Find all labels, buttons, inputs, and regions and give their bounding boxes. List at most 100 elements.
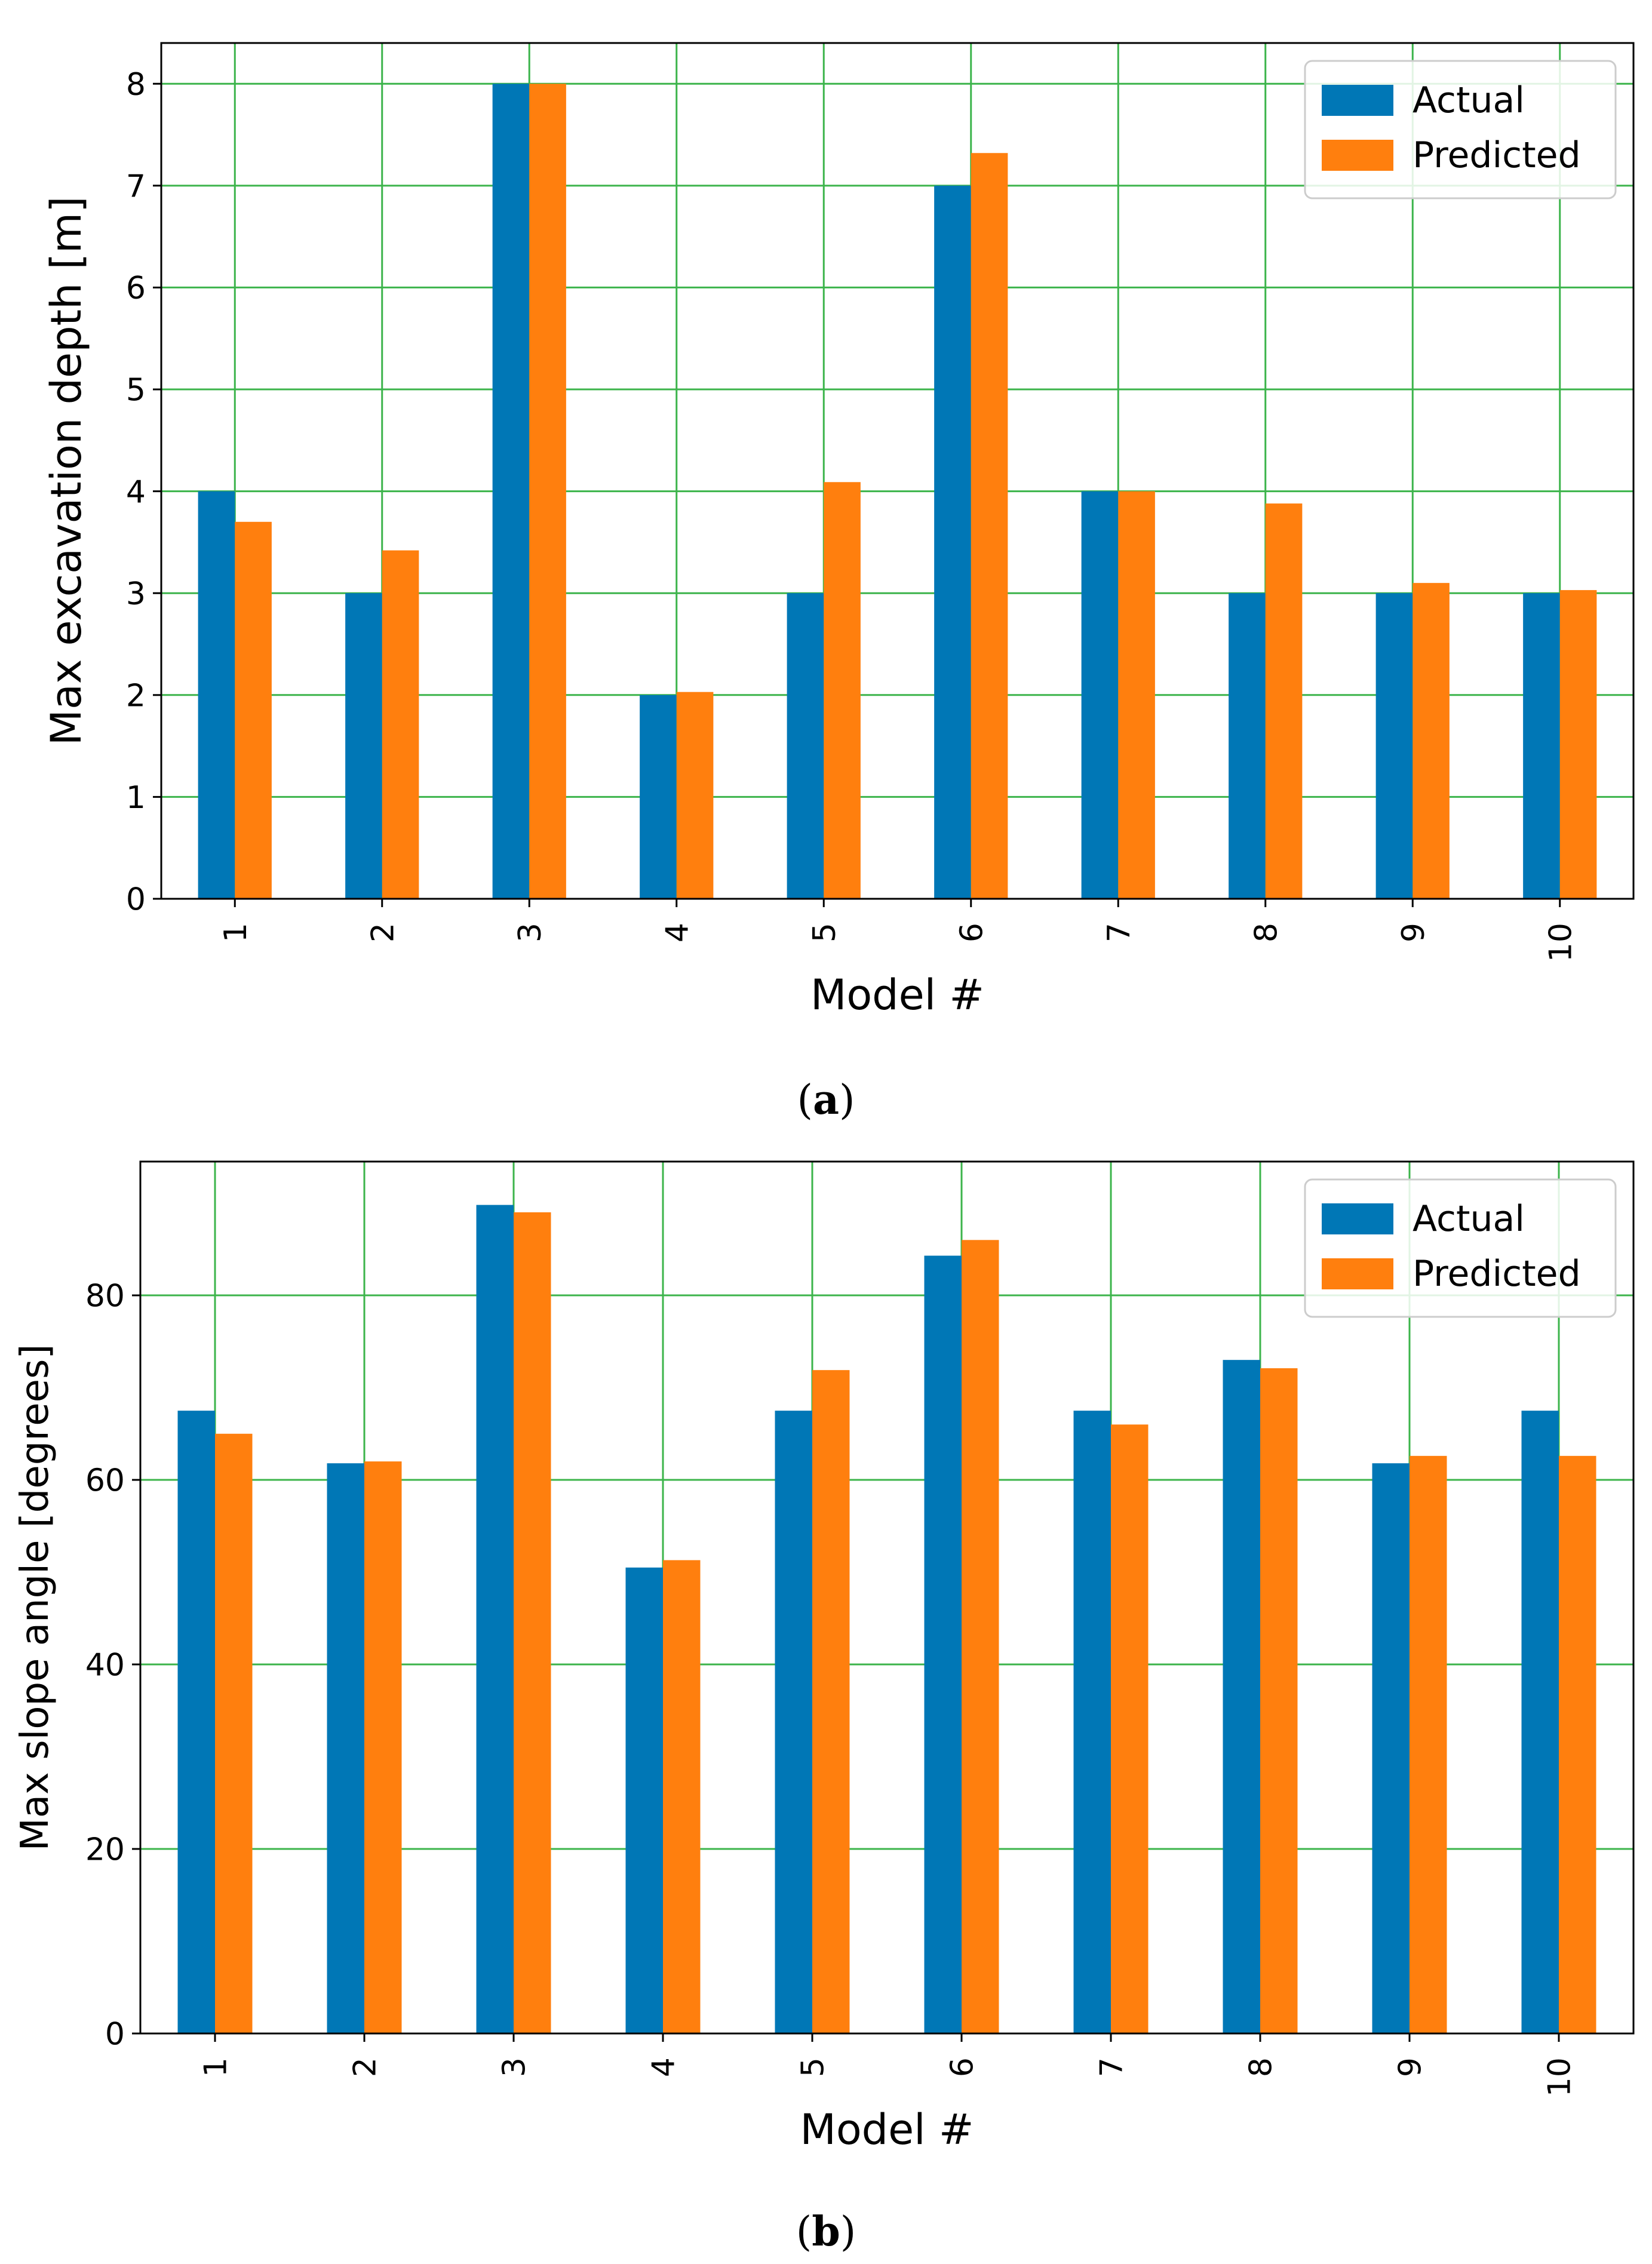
bars-b [177, 1205, 1596, 2033]
x-tick-label: 4 [646, 2057, 682, 2077]
legend-swatch-actual [1322, 1203, 1393, 1234]
bar-actual-6 [934, 185, 971, 899]
bars-a [198, 84, 1597, 899]
bar-actual-5 [787, 593, 824, 899]
y-tick-label: 3 [126, 576, 146, 612]
y-tick-label: 20 [85, 1832, 125, 1868]
bar-predicted-3 [514, 1212, 551, 2033]
y-tick-label: 0 [126, 882, 146, 918]
bar-predicted-10 [1559, 1455, 1596, 2033]
bar-predicted-7 [1118, 491, 1155, 899]
x-tick-label: 1 [218, 923, 254, 942]
bar-predicted-6 [971, 153, 1008, 899]
x-axis-label-b: Model # [800, 2105, 974, 2154]
y-tick-label: 60 [85, 1463, 125, 1499]
x-ticks-a: 1 2 3 4 5 6 7 8 9 10 [218, 899, 1579, 962]
bar-actual-5 [775, 1411, 812, 2033]
bar-predicted-10 [1559, 590, 1597, 899]
plot-frame-a [160, 42, 1635, 900]
y-tick-label: 1 [126, 780, 146, 816]
y-axis-label-a: Max excavation depth [m] [42, 196, 91, 746]
y-tick-label: 2 [126, 678, 146, 714]
bar-predicted-4 [676, 692, 714, 899]
legend-label-actual: Actual [1413, 1198, 1525, 1240]
y-tick-label: 80 [85, 1279, 125, 1314]
panel-label-b: (b) [796, 2208, 856, 2256]
bar-actual-3 [476, 1205, 514, 2033]
bar-predicted-9 [1410, 1455, 1447, 2033]
bar-predicted-3 [529, 84, 566, 899]
x-tick-label: 6 [945, 2057, 981, 2077]
bar-actual-9 [1375, 593, 1413, 899]
x-tick-label: 9 [1393, 2057, 1429, 2077]
x-tick-label: 3 [512, 923, 548, 942]
y-tick-label: 40 [85, 1648, 125, 1684]
y-tick-label: 6 [126, 271, 146, 306]
bar-actual-9 [1372, 1463, 1410, 2033]
bar-actual-1 [177, 1411, 215, 2033]
x-tick-label: 5 [807, 923, 843, 942]
y-tick-label: 4 [126, 474, 146, 510]
x-tick-label: 2 [365, 923, 401, 942]
legend-swatch-predicted [1322, 1258, 1393, 1289]
bar-actual-2 [327, 1463, 364, 2033]
legend-label-predicted: Predicted [1413, 134, 1581, 176]
bar-actual-7 [1073, 1411, 1111, 2033]
bar-predicted-8 [1260, 1368, 1298, 2033]
bar-predicted-7 [1111, 1424, 1149, 2033]
legend-swatch-actual [1322, 85, 1393, 116]
bar-predicted-6 [962, 1240, 999, 2033]
bar-actual-4 [625, 1567, 663, 2033]
x-tick-label: 10 [1543, 923, 1579, 962]
x-tick-label: 8 [1248, 923, 1284, 942]
x-tick-label: 2 [348, 2057, 383, 2077]
bar-predicted-2 [364, 1461, 402, 2033]
bar-predicted-9 [1413, 583, 1450, 899]
chart-b: 0 20 40 60 80 1 2 3 4 5 6 7 8 9 10 Max slope angle [d… [13, 1160, 1635, 2154]
x-tick-label: 7 [1101, 923, 1137, 942]
x-tick-label: 5 [796, 2057, 831, 2077]
bar-predicted-5 [824, 482, 861, 899]
x-tick-label: 8 [1243, 2057, 1279, 2077]
chart-a: 0 1 2 3 4 5 6 7 8 1 2 3 4 5 6 7 8 9 10 Max excavation dep… [42, 42, 1635, 1019]
bar-predicted-4 [663, 1560, 701, 2033]
bar-actual-3 [492, 84, 530, 899]
legend-label-actual: Actual [1413, 79, 1525, 121]
plot-frame-b [139, 1160, 1635, 2035]
x-tick-label: 1 [198, 2057, 234, 2077]
bar-predicted-1 [235, 521, 272, 899]
x-tick-label: 10 [1542, 2057, 1578, 2097]
y-ticks-b: 0 20 40 60 80 [85, 1279, 140, 2053]
bar-actual-10 [1523, 593, 1560, 899]
bar-actual-2 [345, 593, 382, 899]
x-tick-label: 3 [497, 2057, 533, 2077]
bar-actual-7 [1081, 491, 1119, 899]
y-axis-label-b: Max slope angle [degrees] [13, 1344, 57, 1851]
x-axis-label-a: Model # [810, 970, 984, 1019]
y-tick-label: 8 [126, 67, 146, 103]
x-tick-label: 6 [954, 923, 990, 942]
bar-actual-6 [924, 1255, 962, 2033]
x-tick-label: 4 [659, 923, 695, 942]
x-tick-label: 7 [1094, 2057, 1130, 2077]
legend-swatch-predicted [1322, 140, 1393, 171]
bar-predicted-8 [1265, 503, 1303, 899]
panel-letter-b: b [812, 2208, 840, 2256]
bar-predicted-1 [215, 1433, 253, 2033]
y-tick-label: 5 [126, 373, 146, 408]
panel-letter-a: a [813, 1076, 839, 1124]
bar-actual-1 [198, 491, 235, 899]
y-tick-label: 7 [126, 169, 146, 205]
bar-actual-8 [1229, 593, 1266, 899]
x-tick-label: 9 [1396, 923, 1432, 942]
bar-actual-10 [1521, 1411, 1559, 2033]
legend-label-predicted: Predicted [1413, 1253, 1581, 1295]
legend-b: Actual Predicted [1304, 1178, 1617, 1318]
bar-predicted-5 [812, 1370, 850, 2033]
bar-actual-4 [640, 695, 677, 899]
y-tick-label: 0 [105, 2017, 125, 2053]
panel-label-a: (a) [797, 1076, 855, 1124]
bar-predicted-2 [382, 550, 419, 899]
bar-actual-8 [1223, 1360, 1260, 2033]
